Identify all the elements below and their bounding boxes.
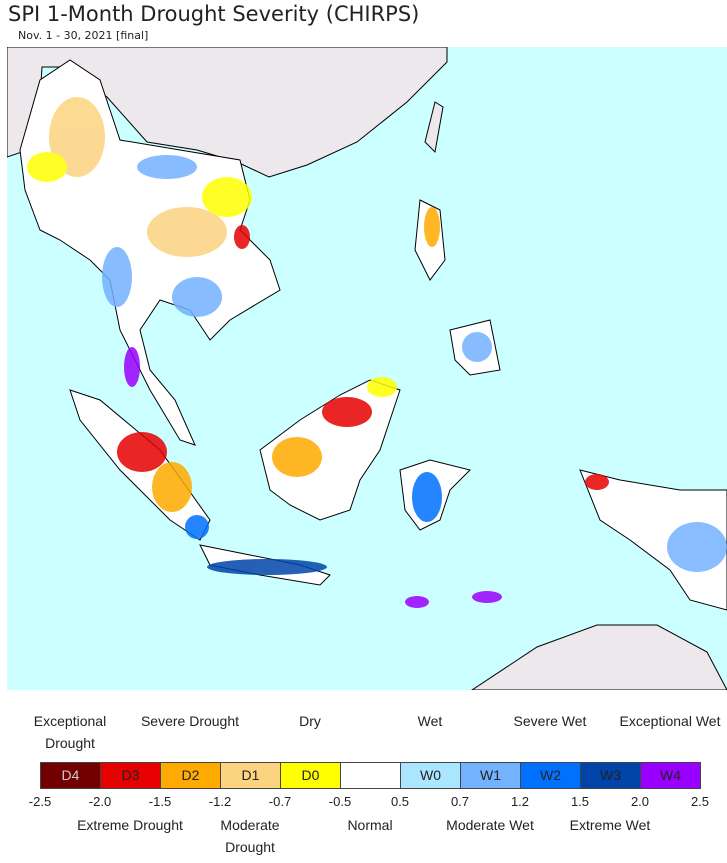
legend-label: Exceptional Wet xyxy=(619,713,721,729)
title: SPI 1-Month Drought Severity (CHIRPS) xyxy=(8,2,420,26)
legend-swatch: D2 xyxy=(160,762,221,789)
legend-break-label: 2.5 xyxy=(690,794,710,809)
legend-break-label: 1.5 xyxy=(570,794,590,809)
legend-swatch: D3 xyxy=(100,762,161,789)
legend-label: Normal xyxy=(347,817,393,833)
map xyxy=(7,47,727,690)
legend-label: Severe Wet xyxy=(513,713,587,729)
legend-swatch: D4 xyxy=(40,762,101,789)
legend-swatch: W4 xyxy=(640,762,701,789)
legend-label: Moderate Wet xyxy=(446,817,534,833)
legend-break-label: 0.7 xyxy=(450,794,470,809)
legend-label: Extreme Drought xyxy=(77,817,183,833)
legend-break-label: -0.7 xyxy=(268,794,292,809)
legend-label: Exceptional Drought xyxy=(33,713,107,751)
legend-break-label: -1.2 xyxy=(208,794,232,809)
legend-break-label: -1.5 xyxy=(148,794,172,809)
legend-swatch: W0 xyxy=(400,762,461,789)
legend-break-label: -2.5 xyxy=(28,794,52,809)
legend-label: Moderate Drought xyxy=(220,817,280,855)
legend-break-label: 1.2 xyxy=(510,794,530,809)
legend-label: Dry xyxy=(299,713,321,729)
legend-swatch: W2 xyxy=(520,762,581,789)
legend-swatch: D0 xyxy=(280,762,341,789)
legend-swatch xyxy=(340,762,401,789)
legend-label: Wet xyxy=(417,713,443,729)
subtitle: Nov. 1 - 30, 2021 [final] xyxy=(18,29,149,42)
legend-break-label: -2.0 xyxy=(88,794,112,809)
legend-break-label: -0.5 xyxy=(328,794,352,809)
legend-break-label: 2.0 xyxy=(630,794,650,809)
legend-swatch: D1 xyxy=(220,762,281,789)
legend-swatch: W3 xyxy=(580,762,641,789)
legend-break-label: 0.5 xyxy=(390,794,410,809)
legend-swatch: W1 xyxy=(460,762,521,789)
legend: D4 Exceptional Drought D3 Extreme Drought D2… xyxy=(0,700,727,863)
legend-label: Severe Drought xyxy=(140,713,240,729)
legend-label: Extreme Wet xyxy=(569,817,651,833)
